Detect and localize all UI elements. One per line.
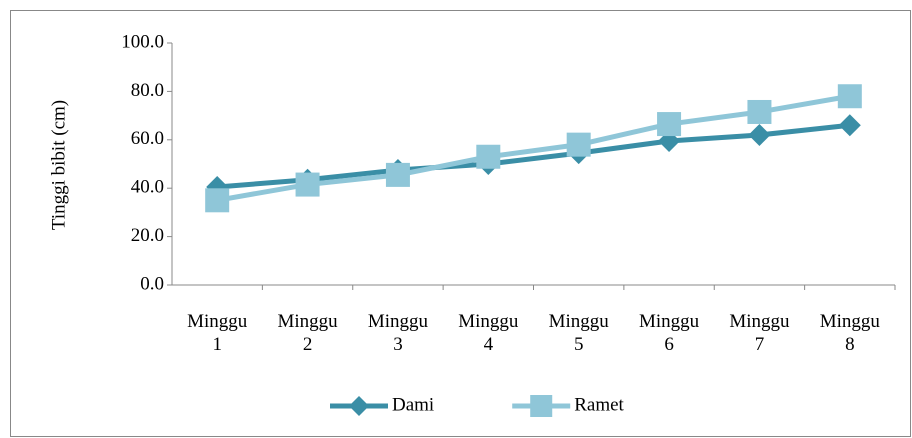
- y-tick-label: 0.0: [140, 273, 164, 294]
- y-axis-label: Tinggi bibit (cm): [48, 100, 69, 230]
- legend-label: Ramet: [574, 394, 624, 415]
- x-tick-label: Minggu 5: [548, 311, 609, 355]
- series-line: [216, 122, 851, 190]
- y-tick-label: 60.0: [131, 128, 164, 149]
- y-tick-label: 100.0: [121, 31, 164, 52]
- x-tick-label: Minggu 2: [277, 311, 338, 355]
- data-point: [205, 188, 230, 213]
- x-tick-label: Minggu 4: [458, 311, 519, 355]
- data-point: [838, 114, 861, 137]
- legend-marker: [530, 395, 553, 417]
- chart-border: [10, 10, 911, 437]
- y-tick-label: 40.0: [131, 177, 164, 198]
- data-point: [748, 123, 771, 146]
- x-tick-label: Minggu 8: [819, 311, 880, 355]
- data-point: [476, 144, 501, 169]
- x-tick-label: Minggu 6: [638, 311, 700, 355]
- y-tick-label: 20.0: [131, 225, 164, 246]
- data-point: [385, 162, 410, 187]
- data-point: [837, 84, 862, 109]
- series-line: [216, 93, 851, 203]
- data-point: [566, 132, 591, 157]
- legend-label: Dami: [392, 394, 434, 415]
- data-point: [657, 112, 682, 137]
- data-point: [747, 99, 772, 124]
- legend-marker: [349, 396, 369, 416]
- x-tick-label: Minggu 7: [729, 311, 790, 355]
- x-tick-label: Minggu 3: [367, 311, 429, 355]
- y-tick-label: 80.0: [131, 80, 164, 101]
- data-point: [295, 172, 320, 197]
- x-tick-label: Minggu 1: [187, 311, 248, 355]
